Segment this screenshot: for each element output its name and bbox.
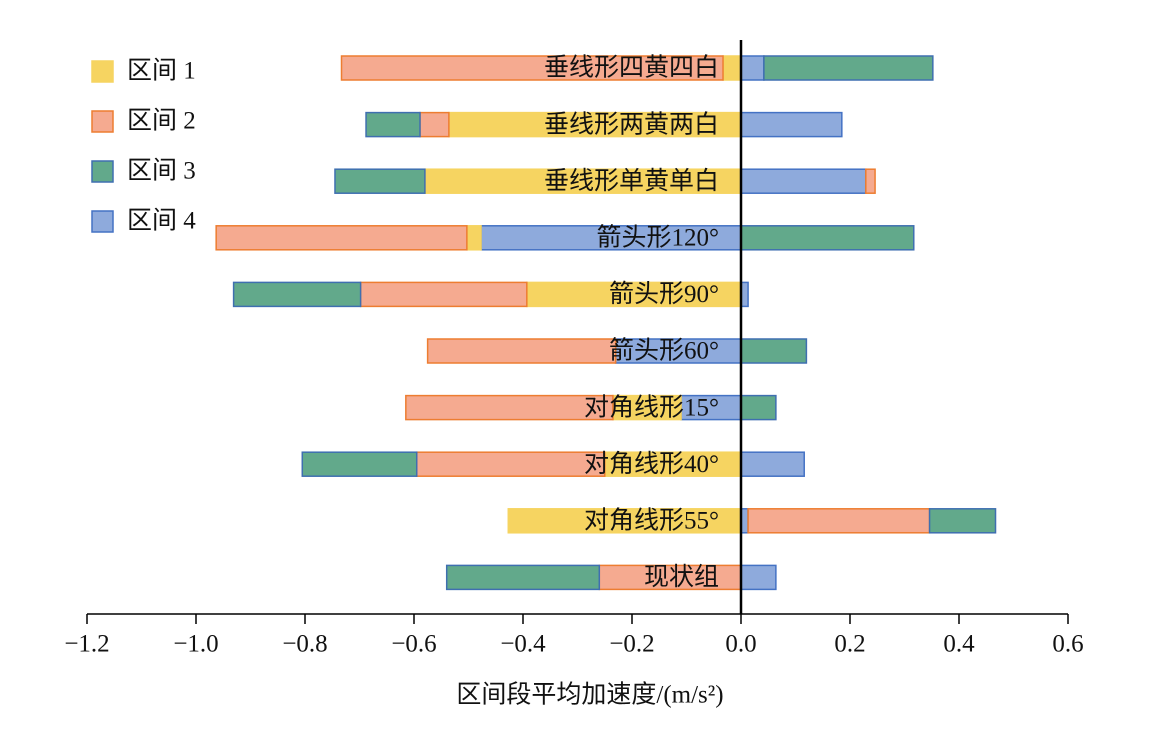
x-tick-label: −1.0 [173, 631, 218, 658]
bar [415, 451, 606, 477]
bar [359, 281, 528, 308]
category-label: 箭头形60° [609, 337, 719, 365]
legend-swatch [91, 110, 114, 133]
category-label: 对角线形40° [584, 450, 719, 478]
category-label: 箭头形90° [609, 280, 719, 308]
bar [740, 111, 843, 138]
category-label: 箭头形120° [597, 224, 720, 252]
x-tick-label: −0.6 [391, 631, 436, 658]
bar [466, 225, 482, 251]
bar [740, 564, 777, 591]
bar [340, 55, 724, 81]
bar [763, 55, 934, 81]
bar [740, 55, 765, 81]
bar [598, 564, 742, 591]
bar [740, 225, 915, 251]
bar [334, 168, 426, 194]
legend-label: 区间 3 [127, 157, 196, 185]
bar [419, 111, 450, 138]
category-label: 对角线形55° [584, 507, 719, 535]
legend-label: 区间 4 [127, 207, 196, 235]
bar [215, 225, 468, 251]
x-tick-label: 0.0 [725, 631, 756, 658]
bar [424, 168, 742, 194]
bar [722, 55, 742, 81]
category-label: 对角线形15° [584, 393, 719, 421]
bar [526, 281, 742, 308]
legend-swatch [91, 210, 114, 233]
legend-swatch [91, 60, 114, 83]
bar [612, 394, 682, 421]
category-label: 垂线形两黄两白 [544, 110, 719, 138]
x-tick-label: −0.8 [282, 631, 327, 658]
bar [232, 281, 362, 308]
bar [928, 508, 997, 534]
x-tick-label: 0.4 [943, 631, 975, 658]
legend-swatch [91, 160, 114, 183]
legend-label: 区间 1 [127, 57, 196, 85]
bar [740, 394, 777, 421]
bar [740, 451, 805, 477]
bar [426, 338, 617, 364]
x-axis-label: 区间段平均加速度/(m/s²) [456, 681, 723, 709]
x-tick-label: 0.6 [1052, 631, 1083, 658]
x-tick-label: −1.2 [64, 631, 109, 658]
bar [680, 394, 742, 421]
bar [740, 168, 867, 194]
category-label: 垂线形四黄四白 [544, 54, 719, 82]
legend-label: 区间 2 [127, 107, 196, 135]
bar [445, 564, 601, 591]
x-tick-label: −0.4 [500, 631, 546, 658]
bar [301, 451, 418, 477]
bar [740, 338, 808, 364]
bar [448, 111, 742, 138]
x-tick-label: 0.2 [834, 631, 865, 658]
x-tick-label: −0.2 [609, 631, 654, 658]
bar [747, 508, 931, 534]
bar [604, 451, 742, 477]
bar [365, 111, 421, 138]
bar [865, 168, 876, 194]
category-label: 垂线形单黄单白 [544, 167, 719, 195]
category-label: 现状组 [644, 563, 719, 591]
bar [405, 394, 614, 421]
